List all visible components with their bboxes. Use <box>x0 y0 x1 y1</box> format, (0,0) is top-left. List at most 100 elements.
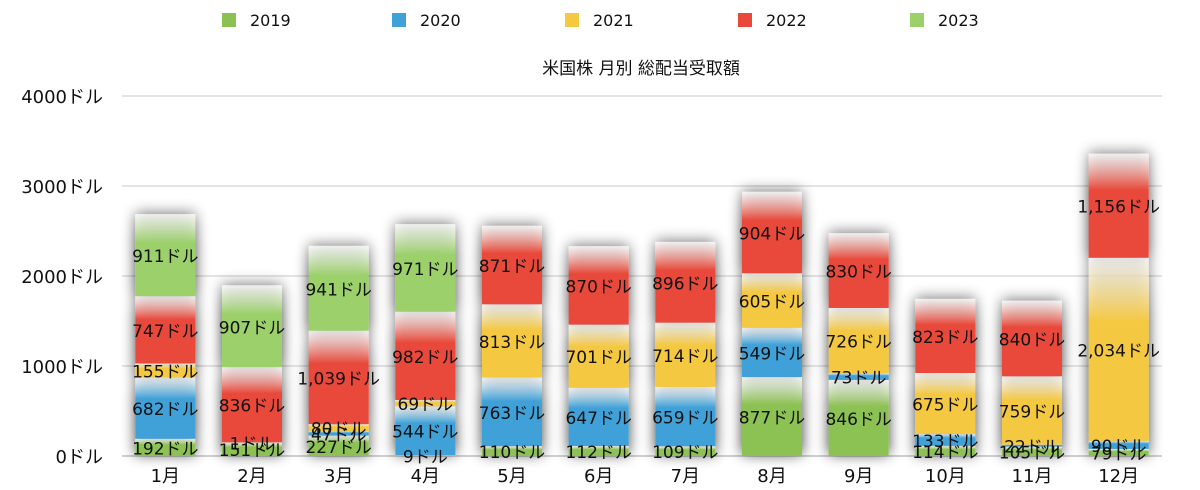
legend-label-2021: 2021 <box>593 11 634 30</box>
data-label: 73ドル <box>831 369 887 389</box>
data-label: 105ドル <box>999 443 1065 463</box>
legend-swatch-2020 <box>392 13 406 27</box>
data-label: 1,039ドル <box>297 369 380 389</box>
data-label: 813ドル <box>479 333 545 353</box>
bar-segment-2020 <box>482 377 542 447</box>
data-label: 1ドル <box>230 434 275 454</box>
data-label: 22ドル <box>1004 438 1060 458</box>
bar-segment-2019 <box>222 442 282 456</box>
data-label: 971ドル <box>392 260 458 280</box>
data-label: 605ドル <box>739 292 805 312</box>
legend-swatch-2019 <box>222 13 236 27</box>
bar-stack-7月 <box>655 241 716 456</box>
data-label: 701ドル <box>565 348 631 368</box>
x-tick-label: 12月 <box>1098 466 1139 487</box>
bar-segment-2019 <box>1088 448 1149 456</box>
bar-segment-2020 <box>568 387 629 446</box>
bar-stack-11月 <box>1002 300 1062 456</box>
data-label: 549ドル <box>739 344 805 364</box>
data-label: 846ドル <box>825 410 891 430</box>
bar-segment-2019 <box>655 446 716 456</box>
bar-segment-2023 <box>222 285 282 368</box>
x-tick-label: 11月 <box>1012 466 1053 487</box>
bar-stack-5月 <box>482 225 542 456</box>
x-tick-label: 10月 <box>925 466 966 487</box>
bar-segment-2020 <box>1002 444 1062 447</box>
data-label: 151ドル <box>219 441 285 461</box>
data-label: 904ドル <box>739 225 805 245</box>
bar-segment-2021 <box>135 363 196 378</box>
chart-title: 米国株 月別 総配当受取額 <box>542 59 740 79</box>
data-label: 747ドル <box>132 322 198 342</box>
bar-segment-2022 <box>655 241 716 323</box>
bar-segment-2019 <box>568 445 629 456</box>
grid <box>122 95 1162 457</box>
bar-segment-2020 <box>395 406 456 456</box>
data-label: 80ドル <box>311 420 367 440</box>
data-label: 830ドル <box>825 263 891 283</box>
x-tick-label: 1月 <box>151 466 180 487</box>
legend-swatch-2021 <box>565 13 579 27</box>
legend-label-2022: 2022 <box>766 11 807 30</box>
bar-segment-2020 <box>742 327 802 378</box>
bar-segment-2022 <box>395 311 456 401</box>
data-label: 647ドル <box>565 409 631 429</box>
legend-label-2019: 2019 <box>250 11 291 30</box>
x-tick-label: 2月 <box>237 466 266 487</box>
bar-stack-1月 <box>135 214 196 456</box>
data-label: 1,156ドル <box>1077 198 1160 218</box>
data-label: 192ドル <box>132 439 198 459</box>
bar-segment-2020 <box>135 377 196 439</box>
data-label: 982ドル <box>392 348 458 368</box>
y-tick-label: 4000ドル <box>21 87 103 108</box>
data-label: 877ドル <box>739 409 805 429</box>
data-label: 659ドル <box>652 409 718 429</box>
data-label: 9ドル <box>403 448 448 468</box>
bar-segment-2019 <box>395 455 456 456</box>
y-tick-label: 3000ドル <box>21 177 103 198</box>
data-label: 823ドル <box>912 328 978 348</box>
bar-segment-2019 <box>915 445 976 456</box>
bar-segment-2023 <box>395 224 456 312</box>
data-label: 896ドル <box>652 274 718 294</box>
bar-segment-2019 <box>308 435 369 456</box>
bar-segment-2019 <box>1002 446 1062 456</box>
legend-label-2020: 2020 <box>420 11 461 30</box>
data-label: 714ドル <box>652 347 718 367</box>
data-label: 110ドル <box>479 443 545 463</box>
bar-segment-2019 <box>135 438 196 456</box>
bar-stack-2月 <box>222 285 282 456</box>
data-label: 682ドル <box>132 400 198 420</box>
bar-segment-2022 <box>742 191 802 274</box>
y-tick-label: 0ドル <box>56 447 103 468</box>
bar-segment-2022 <box>308 330 369 425</box>
bar-segment-2020 <box>655 386 716 447</box>
data-label: 90ドル <box>1091 437 1147 457</box>
bar-stack-3月 <box>308 245 369 456</box>
x-tick-label: 7月 <box>671 466 700 487</box>
bar-segment-2021 <box>482 304 542 378</box>
bar-segment-2021 <box>568 324 629 388</box>
data-label: 911ドル <box>132 247 198 267</box>
bar-segment-2021 <box>742 273 802 328</box>
data-label: 114ドル <box>912 443 978 463</box>
data-label: 69ドル <box>398 395 454 415</box>
bar-segment-2021 <box>1088 257 1149 441</box>
bar-segment-2022 <box>828 233 889 308</box>
data-label: 871ドル <box>479 257 545 277</box>
legend-swatch-2023 <box>910 13 924 27</box>
data-label: 133ドル <box>912 432 978 452</box>
data-label: 2,034ドル <box>1077 341 1160 361</box>
legend-label-2023: 2023 <box>938 11 979 30</box>
y-tick-label: 1000ドル <box>21 357 103 378</box>
bar-segment-2020 <box>828 373 889 380</box>
x-tick-label: 6月 <box>584 466 613 487</box>
data-label: 79ドル <box>1091 444 1147 464</box>
x-tick-label: 4月 <box>411 466 440 487</box>
bar-segment-2023 <box>135 214 196 297</box>
bar-stack-10月 <box>915 298 976 456</box>
data-label: 109ドル <box>652 443 718 463</box>
data-label: 544ドル <box>392 423 458 443</box>
